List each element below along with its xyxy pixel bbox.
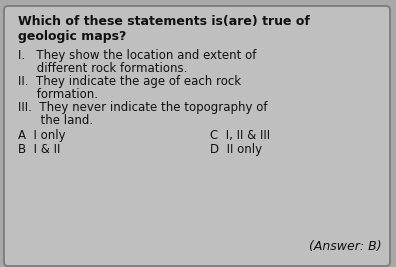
Text: different rock formations.: different rock formations. (18, 62, 187, 75)
Text: II.  They indicate the age of each rock: II. They indicate the age of each rock (18, 75, 241, 88)
Text: I.   They show the location and extent of: I. They show the location and extent of (18, 49, 256, 62)
Text: B  I & II: B I & II (18, 143, 60, 156)
Text: (Answer: B): (Answer: B) (309, 240, 382, 253)
Text: geologic maps?: geologic maps? (18, 30, 126, 43)
FancyBboxPatch shape (4, 6, 390, 266)
Text: Which of these statements is(are) true of: Which of these statements is(are) true o… (18, 15, 310, 28)
Text: A  I only: A I only (18, 129, 66, 142)
Text: III.  They never indicate the topography of: III. They never indicate the topography … (18, 101, 268, 114)
Text: formation.: formation. (18, 88, 98, 101)
Text: the land.: the land. (18, 114, 93, 127)
Text: D  II only: D II only (210, 143, 262, 156)
Text: C  I, II & III: C I, II & III (210, 129, 270, 142)
